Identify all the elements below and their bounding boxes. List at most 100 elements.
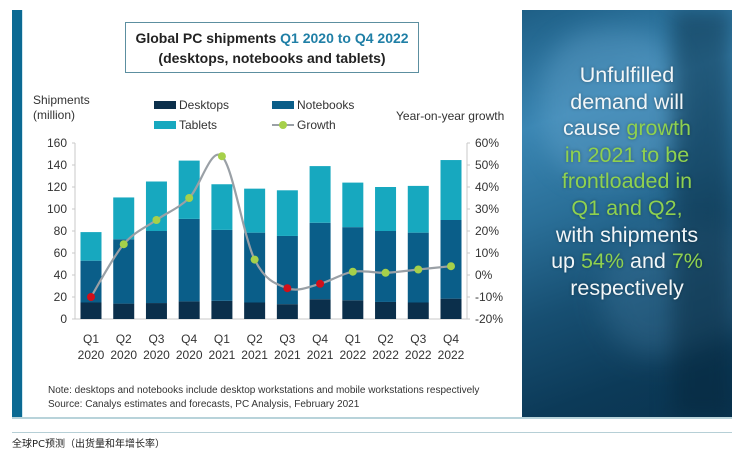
- callout-highlight: 54%: [580, 249, 625, 274]
- callout-highlight: 7%: [671, 249, 703, 274]
- right-axis-tick-label: -10%: [475, 290, 503, 304]
- x-tick-label-quarter: Q2: [378, 332, 394, 346]
- bar-tablets: [309, 166, 331, 223]
- bar-notebooks: [211, 229, 233, 301]
- right-axis-tick-label: -20%: [475, 312, 503, 326]
- chart-title-highlight: Q1 2020 to Q4 2022: [280, 30, 409, 46]
- bar-tablets: [407, 185, 429, 233]
- legend-label-growth: Growth: [297, 118, 336, 132]
- left-axis-tick-label: 100: [47, 202, 67, 216]
- left-axis-label: Shipments (million): [33, 93, 90, 123]
- legend-swatch-growth: [272, 120, 294, 130]
- callout-highlight: growth: [626, 116, 691, 141]
- legend-swatch-notebooks: [272, 101, 294, 109]
- bar-tablets: [211, 184, 233, 230]
- growth-line: [90, 153, 452, 298]
- legend-item-notebooks: Notebooks: [272, 98, 354, 112]
- left-axis-tick-label: 160: [47, 136, 67, 150]
- bar-tablets: [342, 182, 364, 228]
- x-tick-label-year: 2022: [405, 348, 432, 362]
- x-tick-label-year: 2020: [78, 348, 105, 362]
- growth-point: [283, 284, 292, 293]
- x-tick-label-year: 2021: [241, 348, 268, 362]
- right-axis-tick-label: 10%: [475, 246, 499, 260]
- bar-desktops: [80, 302, 102, 319]
- slide-accent-bar: [12, 10, 22, 417]
- bar-tablets: [375, 187, 397, 231]
- callout-line: respectively: [570, 275, 684, 300]
- left-axis-tick-label: 140: [47, 158, 67, 172]
- x-tick-label-year: 2020: [176, 348, 203, 362]
- bar-notebooks: [244, 232, 266, 303]
- callout-line: Q1 and Q2,: [571, 195, 683, 220]
- bar-tablets: [276, 190, 298, 236]
- x-tick-label-quarter: Q3: [148, 332, 164, 346]
- x-tick-label-year: 2021: [209, 348, 236, 362]
- x-tick-label-year: 2022: [372, 348, 399, 362]
- growth-point: [381, 268, 390, 277]
- bar-notebooks: [342, 227, 364, 301]
- bar-notebooks: [309, 222, 331, 300]
- bar-notebooks: [113, 239, 135, 304]
- growth-point: [250, 255, 259, 264]
- x-tick-label-quarter: Q4: [181, 332, 197, 346]
- left-axis-tick-label: 120: [47, 180, 67, 194]
- x-tick-label-quarter: Q1: [345, 332, 361, 346]
- legend-item-growth: Growth: [272, 118, 336, 132]
- callout-text-span: cause: [563, 116, 627, 141]
- legend-item-desktops: Desktops: [154, 98, 229, 112]
- callout-line: frontloaded in: [561, 169, 693, 194]
- x-tick-label-year: 2022: [438, 348, 465, 362]
- x-tick-label-quarter: Q1: [83, 332, 99, 346]
- callout-line: with shipments: [555, 222, 699, 247]
- chart-title-part1: Global PC shipments: [135, 30, 281, 46]
- x-tick-label-quarter: Q2: [116, 332, 132, 346]
- x-tick-label-quarter: Q2: [247, 332, 263, 346]
- bar-desktops: [342, 300, 364, 319]
- bar-desktops: [276, 304, 298, 319]
- left-axis-tick-label: 20: [54, 290, 68, 304]
- chart-notes: Note: desktops and notebooks include des…: [48, 384, 479, 412]
- legend-label-notebooks: Notebooks: [297, 98, 355, 112]
- growth-point: [152, 216, 161, 224]
- left-axis-label-line1: Shipments: [33, 93, 90, 107]
- growth-point: [414, 265, 423, 274]
- note-text: Note: desktops and notebooks include des…: [48, 385, 480, 396]
- bar-tablets: [113, 197, 135, 240]
- separator-line: [12, 432, 732, 433]
- bar-tablets: [440, 160, 462, 220]
- callout-line: demand will: [570, 89, 684, 114]
- bar-desktops: [211, 300, 233, 319]
- chart-title-line2: (desktops, notebooks and tablets): [158, 50, 386, 66]
- x-tick-label-year: 2020: [110, 348, 137, 362]
- chart-title-box: Global PC shipments Q1 2020 to Q4 2022 (…: [125, 22, 419, 73]
- bar-notebooks: [440, 220, 462, 299]
- right-axis-tick-label: 20%: [475, 224, 499, 238]
- right-axis-tick-label: 50%: [475, 158, 499, 172]
- bar-desktops: [178, 301, 200, 319]
- x-tick-label-year: 2021: [307, 348, 334, 362]
- left-axis-tick-label: 40: [54, 268, 68, 282]
- growth-point: [447, 262, 455, 271]
- bar-notebooks: [145, 231, 167, 304]
- bar-desktops: [440, 298, 462, 319]
- bar-notebooks: [80, 260, 102, 303]
- chart-title-line1: Global PC shipments Q1 2020 to Q4 2022: [126, 28, 418, 48]
- x-tick-label-year: 2022: [339, 348, 366, 362]
- bar-desktops: [407, 302, 429, 319]
- callout-line: in 2021 to be: [564, 142, 690, 167]
- right-axis-tick-label: 40%: [475, 180, 499, 194]
- callout-text: Unfulfilled demand will cause growth in …: [522, 62, 732, 301]
- bar-desktops: [309, 299, 331, 319]
- x-tick-label-year: 2020: [143, 348, 170, 362]
- bar-desktops: [244, 302, 266, 319]
- x-tick-label-quarter: Q1: [214, 332, 230, 346]
- x-tick-label-quarter: Q4: [312, 332, 328, 346]
- source-text: Source: Canalys estimates and forecasts,…: [48, 399, 360, 410]
- bar-notebooks: [178, 218, 200, 302]
- growth-point: [316, 279, 325, 288]
- x-tick-label-quarter: Q3: [410, 332, 426, 346]
- bar-desktops: [145, 303, 167, 319]
- growth-point: [185, 194, 194, 202]
